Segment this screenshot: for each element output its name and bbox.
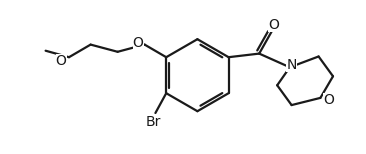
Text: N: N <box>287 59 297 73</box>
Text: O: O <box>56 54 67 68</box>
Text: O: O <box>133 36 143 50</box>
Text: Br: Br <box>146 115 161 129</box>
Text: O: O <box>268 18 279 32</box>
Text: O: O <box>323 93 334 107</box>
